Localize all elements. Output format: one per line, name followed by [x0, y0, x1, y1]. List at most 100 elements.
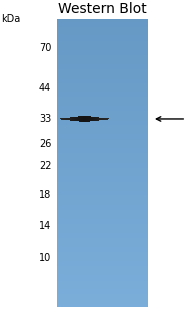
Bar — [57, 83, 148, 84]
Bar — [57, 107, 148, 108]
Bar — [57, 73, 148, 75]
Bar — [57, 26, 148, 28]
Bar — [57, 151, 148, 152]
Bar — [57, 92, 148, 94]
Bar — [57, 84, 148, 85]
Bar — [57, 184, 148, 186]
Bar — [57, 258, 148, 260]
Bar — [57, 273, 148, 275]
Bar — [57, 289, 148, 290]
Bar — [57, 81, 148, 82]
Bar — [57, 140, 148, 142]
Bar — [57, 141, 148, 143]
Bar — [57, 21, 148, 23]
Bar — [57, 192, 148, 193]
Bar — [57, 222, 148, 224]
Bar — [57, 169, 148, 171]
Bar — [57, 54, 148, 56]
Bar — [57, 29, 148, 31]
Bar — [57, 285, 148, 286]
Bar — [57, 142, 148, 144]
Bar — [57, 253, 148, 255]
Bar — [57, 149, 148, 150]
Bar — [57, 226, 148, 227]
Text: 14: 14 — [39, 221, 51, 231]
Bar — [57, 306, 148, 307]
Bar — [57, 99, 148, 100]
Bar — [57, 222, 148, 223]
Bar — [57, 78, 148, 79]
Bar — [57, 205, 148, 207]
Bar — [57, 40, 148, 41]
Bar — [57, 173, 148, 174]
Bar — [57, 30, 148, 32]
Bar — [57, 135, 148, 137]
Bar — [57, 134, 148, 136]
Bar — [57, 137, 148, 139]
Bar — [57, 300, 148, 302]
Bar — [57, 214, 148, 215]
Text: kDa: kDa — [1, 14, 20, 24]
Bar — [57, 201, 148, 203]
Bar — [57, 136, 148, 138]
Bar — [57, 165, 148, 167]
Bar — [57, 114, 148, 116]
Bar — [57, 40, 148, 42]
Bar — [57, 233, 148, 235]
Bar — [57, 195, 148, 196]
Bar — [57, 96, 148, 98]
Bar — [57, 179, 148, 180]
Bar — [57, 294, 148, 296]
Bar — [57, 71, 148, 73]
Bar — [57, 238, 148, 239]
Bar — [57, 144, 148, 146]
Bar — [57, 232, 148, 234]
Bar — [57, 226, 148, 228]
Bar — [57, 25, 148, 27]
Bar — [57, 290, 148, 291]
Bar — [57, 276, 148, 278]
Bar — [57, 246, 148, 247]
Bar — [57, 44, 148, 46]
Bar — [57, 76, 148, 78]
Bar — [57, 302, 148, 304]
Bar — [57, 46, 148, 48]
Bar — [57, 28, 148, 30]
Bar — [57, 175, 148, 176]
Bar — [57, 22, 148, 24]
Bar — [57, 110, 148, 112]
Bar — [57, 282, 148, 284]
Bar — [57, 199, 148, 200]
Bar — [57, 304, 148, 306]
Bar — [57, 50, 148, 52]
Bar — [57, 89, 148, 91]
Bar — [57, 213, 148, 214]
Bar — [57, 121, 148, 123]
Bar — [57, 251, 148, 253]
Bar — [57, 70, 148, 72]
Bar — [57, 133, 148, 134]
Bar — [57, 74, 148, 76]
Bar — [57, 79, 148, 80]
Bar — [57, 303, 148, 305]
Bar — [57, 260, 148, 261]
Bar — [57, 283, 148, 285]
Bar — [57, 275, 148, 277]
Bar — [57, 204, 148, 206]
Bar — [57, 42, 148, 44]
Bar — [57, 237, 148, 239]
Bar — [57, 129, 148, 130]
Bar — [57, 88, 148, 90]
Bar — [57, 274, 148, 276]
Bar — [57, 131, 148, 132]
Bar — [57, 161, 148, 163]
Bar — [57, 147, 148, 148]
Bar — [57, 227, 148, 229]
Bar — [57, 249, 148, 251]
Bar — [57, 82, 148, 83]
Bar — [57, 301, 148, 303]
Bar — [57, 278, 148, 280]
Bar — [57, 61, 148, 62]
Bar — [57, 146, 148, 147]
Bar — [57, 150, 148, 151]
